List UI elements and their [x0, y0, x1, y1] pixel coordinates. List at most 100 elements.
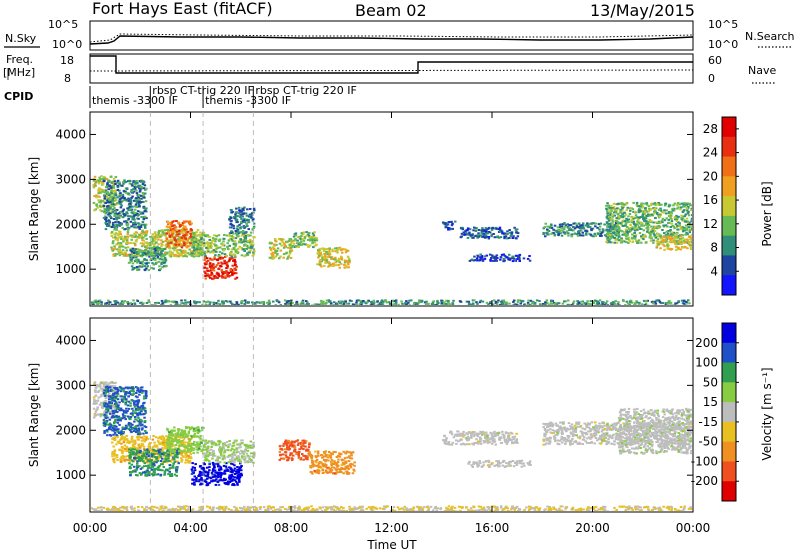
- power-echo-cell: [184, 301, 188, 304]
- power-echo-cell: [121, 216, 125, 219]
- power-echo-cell: [357, 299, 361, 302]
- velocity-echo-cell: [115, 403, 118, 406]
- nave-trace: [89, 69, 694, 72]
- power-echo-cell: [134, 203, 138, 206]
- power-echo-cell: [145, 242, 148, 245]
- power-echo-cell: [317, 304, 321, 305]
- power-echo-cell: [192, 236, 195, 239]
- power-echo-cell: [652, 221, 655, 224]
- power-echo-cell: [484, 227, 488, 230]
- power-echo-cell: [621, 219, 625, 222]
- velocity-echo-cell: [103, 420, 106, 423]
- power-echo-cell: [625, 235, 628, 238]
- power-echo-cell: [641, 213, 645, 216]
- power-echo-cell: [654, 300, 657, 303]
- power-echo-cell: [451, 302, 454, 305]
- power-echo-cell: [325, 259, 329, 262]
- power-echo-cell: [355, 303, 358, 305]
- power-echo-cell: [169, 225, 172, 228]
- power-echo-cell: [132, 199, 136, 202]
- power-echo-cell: [585, 233, 588, 236]
- power-echo-cell: [160, 263, 163, 266]
- velocity-echo-cell: [95, 383, 98, 386]
- power-echo-cell: [134, 221, 137, 224]
- power-echo-cell: [669, 216, 672, 219]
- power-echo-cell: [319, 252, 322, 255]
- power-echo-cell: [126, 215, 130, 218]
- power-echo-cell: [203, 262, 207, 265]
- power-echo-cell: [271, 254, 275, 257]
- power-echo-cell: [545, 299, 549, 302]
- power-echo-cell: [294, 245, 298, 247]
- power-echo-cell: [192, 251, 195, 254]
- power-echo-cell: [230, 271, 233, 273]
- power-echo-cell: [120, 235, 124, 238]
- power-echo-cell: [141, 183, 145, 186]
- power-echo-cell: [526, 257, 530, 260]
- power-echo-cell: [306, 243, 309, 246]
- power-echo-cell: [661, 211, 664, 214]
- power-echo-cell: [210, 271, 213, 274]
- power-echo-cell: [226, 248, 230, 250]
- power-echo-cell: [633, 237, 637, 240]
- power-echo-cell: [159, 233, 162, 236]
- velocity-echo-cell: [121, 409, 125, 412]
- power-echo-cell: [124, 190, 127, 193]
- velocity-echo-cell: [135, 392, 138, 394]
- power-echo-cell: [274, 255, 278, 258]
- power-echo-cell: [562, 227, 566, 230]
- power-echo-cell: [442, 302, 445, 305]
- power-echo-cell: [134, 234, 138, 237]
- power-echo-cell: [657, 202, 660, 204]
- power-echo-cell: [286, 303, 290, 305]
- power-echo-cell: [631, 301, 634, 304]
- power-echo-cell: [680, 206, 683, 209]
- power-echo-cell: [618, 235, 621, 238]
- velocity-echo-cell: [100, 393, 103, 396]
- power-echo-cell: [177, 221, 181, 224]
- power-echo-cell: [225, 267, 228, 270]
- power-echo-cell: [594, 304, 598, 305]
- power-echo-cell: [243, 302, 247, 305]
- velocity-echo-cell: [144, 426, 148, 429]
- power-echo-cell: [156, 235, 159, 238]
- power-echo-cell: [132, 242, 135, 245]
- velocity-echo-cell: [92, 396, 96, 399]
- power-echo-cell: [653, 202, 657, 205]
- power-echo-cell: [106, 199, 109, 202]
- power-echo-cell: [183, 251, 187, 254]
- power-echo-cell: [445, 304, 449, 305]
- power-echo-cell: [631, 218, 634, 221]
- power-echo-cell: [621, 207, 624, 210]
- velocity-echo-cell: [142, 432, 145, 435]
- power-echo-cell: [646, 224, 649, 226]
- power-echo-cell: [225, 234, 229, 237]
- power-echo-cell: [137, 200, 141, 203]
- power-echo-cell: [605, 216, 609, 219]
- velocity-echo-cell: [104, 389, 108, 392]
- power-echo-cell: [114, 221, 117, 224]
- power-echo-cell: [141, 239, 144, 242]
- power-echo-cell: [683, 202, 686, 205]
- power-echo-cell: [550, 300, 553, 302]
- power-echo-cell: [242, 212, 245, 215]
- power-echo-cell: [162, 255, 165, 257]
- power-echo-cell: [159, 235, 162, 238]
- velocity-echo-cell: [115, 428, 118, 431]
- power-echo-cell: [503, 236, 506, 238]
- power-echo-cell: [598, 299, 602, 302]
- power-echo-cell: [496, 301, 500, 304]
- power-echo-cell: [651, 229, 655, 232]
- power-echo-cell: [102, 180, 106, 183]
- power-echo-cell: [232, 272, 236, 275]
- velocity-echo-cell: [139, 386, 143, 389]
- power-echo-cell: [514, 254, 518, 257]
- power-echo-cell: [628, 304, 631, 305]
- power-echo-cell: [193, 238, 196, 241]
- power-echo-cell: [167, 230, 170, 233]
- power-echo-cell: [193, 300, 196, 303]
- velocity-echo-cell: [122, 414, 125, 417]
- power-echo-cell: [125, 239, 129, 242]
- power-echo-cell: [302, 239, 306, 242]
- power-echo-cell: [640, 237, 644, 240]
